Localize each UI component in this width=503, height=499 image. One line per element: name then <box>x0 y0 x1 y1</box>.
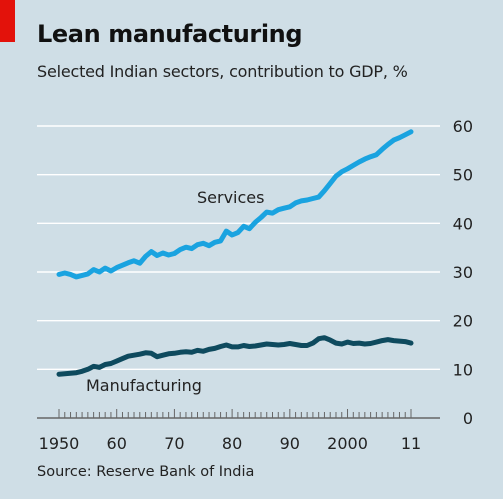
y-tick-label: 20 <box>453 312 473 331</box>
x-tick-label: 1950 <box>39 434 80 453</box>
x-tick-label: 60 <box>107 434 127 453</box>
y-tick-label: 10 <box>453 360 473 379</box>
x-axis-labels: 1950 60 70 80 90 2000 11 <box>39 434 422 453</box>
series-line-services <box>56 129 414 280</box>
y-tick-label: 0 <box>463 409 473 428</box>
source-note: Source: Reserve Bank of India <box>37 464 255 480</box>
series-label-services: Services <box>197 188 264 207</box>
y-tick-label: 50 <box>453 166 473 185</box>
series-line-manufacturing <box>56 335 414 377</box>
x-tick-label: 11 <box>401 434 421 453</box>
x-tick-label: 70 <box>164 434 184 453</box>
gridlines <box>37 125 440 371</box>
x-tick-label: 2000 <box>327 434 368 453</box>
y-tick-label: 60 <box>453 117 473 136</box>
y-tick-label: 40 <box>453 214 473 233</box>
x-tick-label: 80 <box>222 434 242 453</box>
x-axis <box>37 409 440 419</box>
brand-red-tag <box>0 0 15 42</box>
chart-subtitle: Selected Indian sectors, contribution to… <box>37 62 408 81</box>
series-lines <box>56 129 414 377</box>
y-tick-label: 30 <box>453 263 473 282</box>
series-annotations: Services Manufacturing <box>86 188 264 395</box>
y-axis-labels: 0 10 20 30 40 50 60 <box>453 117 473 428</box>
series-label-manufacturing: Manufacturing <box>86 376 202 395</box>
x-tick-label: 90 <box>280 434 300 453</box>
chart-title: Lean manufacturing <box>37 20 303 48</box>
